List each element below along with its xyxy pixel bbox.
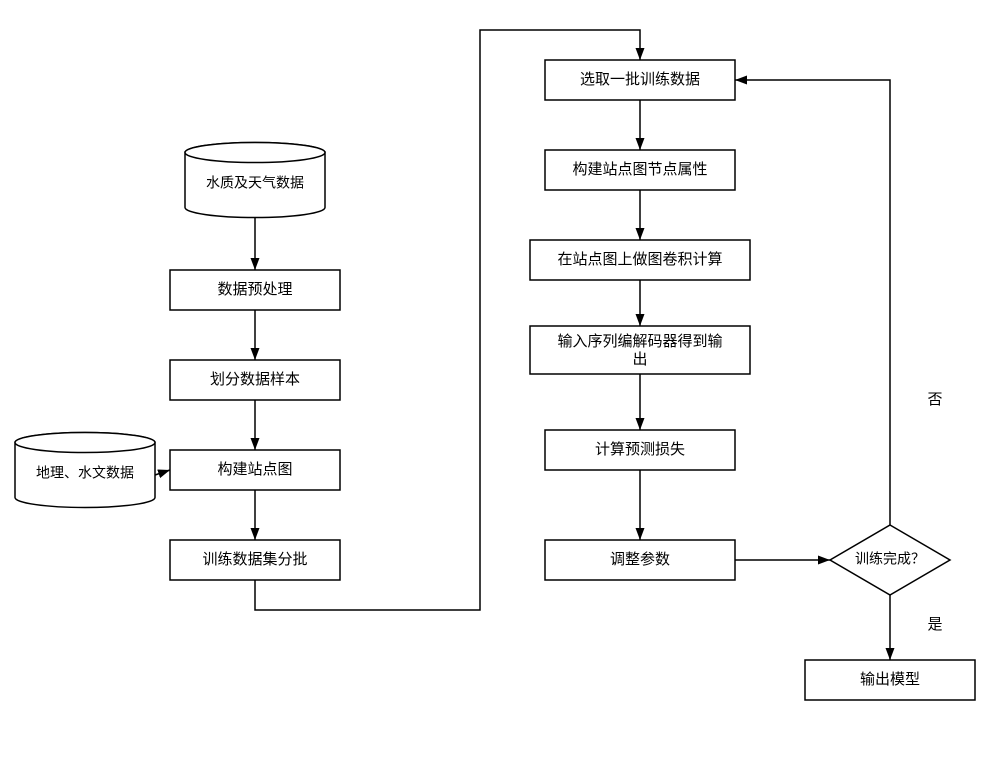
dec-label: 训练完成？ (855, 551, 925, 567)
n_out-label: 输出模型 (860, 671, 920, 688)
n_pre-label: 数据预处理 (217, 281, 292, 298)
lbl_no: 否 (927, 391, 942, 408)
cyl2-label: 地理、水文数据 (36, 465, 134, 481)
n_conv-label: 在站点图上做图卷积计算 (557, 250, 722, 268)
n_adj-label: 调整参数 (610, 551, 670, 568)
n_split-label: 划分数据样本 (210, 371, 300, 388)
n_batch-label: 训练数据集分批 (202, 551, 307, 568)
n_graph-label: 构建站点图 (217, 461, 292, 478)
edge (155, 470, 170, 475)
edge (735, 80, 890, 525)
n_seq-label1: 输入序列编解码器得到输 (557, 333, 722, 350)
edge (255, 30, 640, 610)
n_loss-label: 计算预测损失 (595, 440, 685, 458)
cyl1-label: 水质及天气数据 (206, 175, 304, 191)
lbl_yes: 是 (927, 616, 942, 633)
n_seq-label2: 出 (632, 351, 647, 368)
n_sel-label: 选取一批训练数据 (580, 71, 700, 88)
n_attr-label: 构建站点图节点属性 (572, 161, 707, 178)
